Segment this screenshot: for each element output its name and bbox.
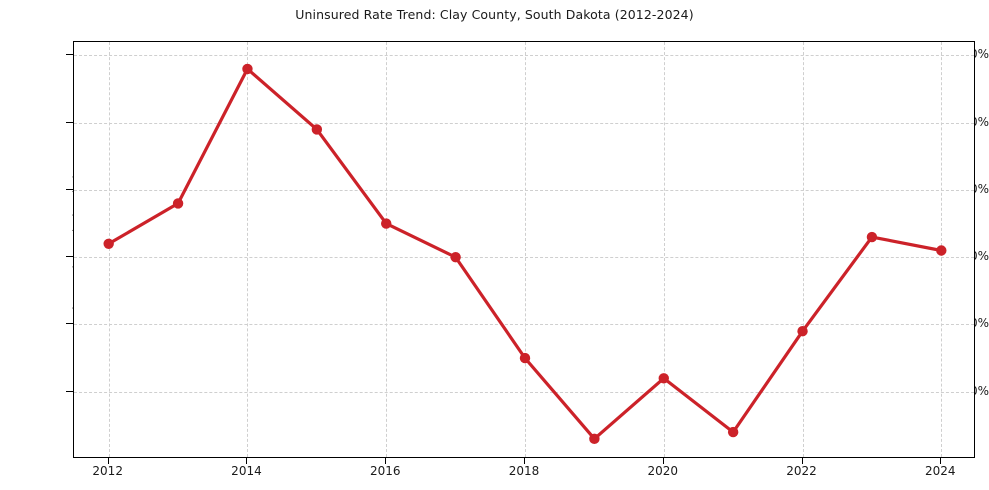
gridline-vertical bbox=[663, 42, 665, 457]
gridline-horizontal bbox=[74, 324, 974, 326]
data-point-marker bbox=[658, 373, 669, 384]
x-axis-tick-label: 2024 bbox=[925, 464, 956, 478]
gridline-horizontal bbox=[74, 189, 974, 191]
data-point-marker bbox=[311, 124, 323, 135]
x-axis-tick-label: 2016 bbox=[369, 464, 401, 478]
data-point-marker bbox=[797, 326, 808, 337]
chart-title: Uninsured Rate Trend: Clay County, South… bbox=[295, 7, 694, 22]
gridline-vertical bbox=[108, 42, 110, 457]
data-point-marker bbox=[450, 252, 461, 263]
x-axis-tick-label: 2022 bbox=[786, 464, 817, 478]
data-point-marker bbox=[172, 198, 184, 209]
gridline-vertical bbox=[525, 42, 526, 457]
series-line bbox=[107, 67, 943, 441]
data-point-marker bbox=[381, 218, 392, 229]
x-axis-tick-mark bbox=[940, 458, 942, 464]
gridline-horizontal bbox=[74, 122, 974, 124]
plot-area bbox=[73, 41, 975, 458]
data-point-marker bbox=[727, 426, 739, 438]
data-point-marker bbox=[242, 63, 253, 75]
data-point-marker bbox=[519, 352, 531, 364]
x-axis-tick-mark bbox=[524, 458, 525, 464]
x-axis-tick-mark bbox=[246, 458, 248, 464]
y-axis-tick-mark bbox=[66, 54, 73, 56]
y-axis-tick-mark bbox=[66, 390, 73, 392]
y-axis-tick-mark bbox=[66, 188, 73, 190]
data-point-marker bbox=[103, 238, 114, 249]
line-series-uninsured-rate bbox=[103, 63, 947, 445]
data-point-marker bbox=[936, 245, 947, 256]
x-axis-tick-label: 2020 bbox=[647, 464, 679, 478]
x-axis-tick-mark bbox=[107, 458, 109, 464]
y-axis-tick-mark bbox=[66, 256, 73, 258]
data-point-marker bbox=[866, 231, 878, 243]
x-axis-tick-mark bbox=[385, 458, 387, 464]
y-axis-tick-mark bbox=[66, 323, 73, 325]
y-axis-tick-mark bbox=[66, 121, 73, 123]
x-axis-tick-mark bbox=[662, 458, 664, 464]
x-axis-tick-label: 2014 bbox=[231, 464, 262, 478]
gridline-vertical bbox=[386, 42, 388, 457]
gridline-horizontal bbox=[74, 391, 974, 393]
gridline-horizontal bbox=[74, 257, 974, 259]
gridline-vertical bbox=[802, 42, 804, 457]
x-axis-tick-label: 2012 bbox=[92, 464, 123, 478]
x-axis-tick-label: 2018 bbox=[508, 464, 540, 478]
data-point-marker bbox=[589, 433, 600, 445]
series-markers bbox=[103, 63, 947, 445]
gridline-vertical bbox=[247, 42, 249, 457]
y-axis-label-container: Uninsured Population (%) bbox=[0, 41, 85, 458]
gridline-horizontal bbox=[74, 55, 974, 57]
x-axis-tick-mark bbox=[801, 458, 803, 464]
